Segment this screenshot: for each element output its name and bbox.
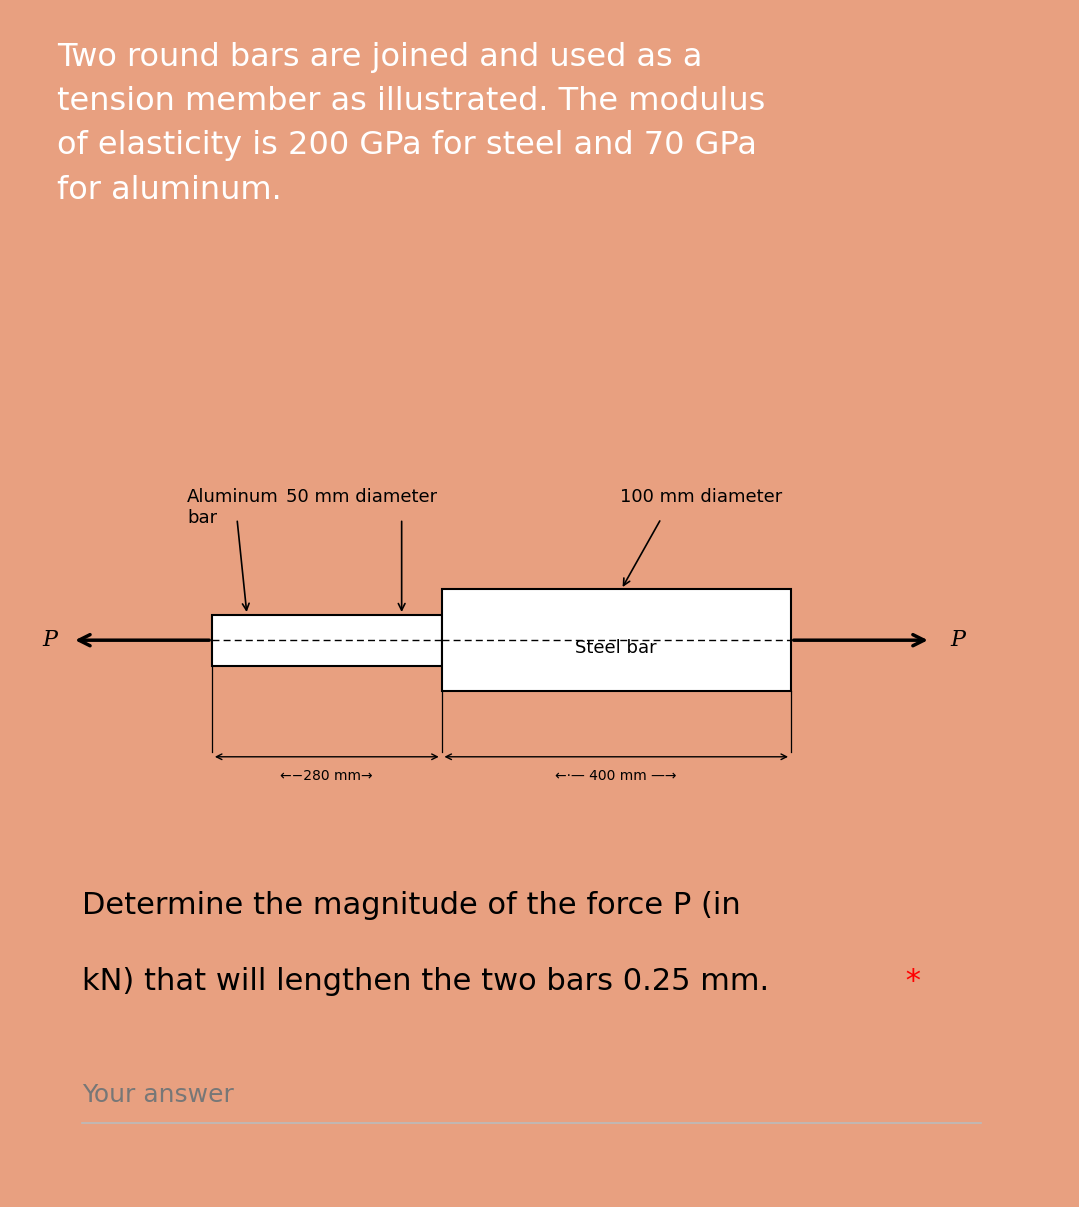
Text: Your answer: Your answer: [82, 1084, 234, 1107]
Text: 100 mm diameter: 100 mm diameter: [620, 488, 782, 506]
Text: Determine the magnitude of the force P (in: Determine the magnitude of the force P (…: [82, 891, 741, 920]
Bar: [441, 589, 791, 690]
Text: ←·— 400 mm —→: ←·— 400 mm —→: [556, 770, 677, 783]
Text: kN) that will lengthen the two bars 0.25 mm.: kN) that will lengthen the two bars 0.25…: [82, 967, 769, 996]
Text: Two round bars are joined and used as a
tension member as illustrated. The modul: Two round bars are joined and used as a …: [57, 42, 765, 205]
Text: Steel bar: Steel bar: [575, 639, 657, 657]
Text: ←−280 mm→: ←−280 mm→: [281, 770, 373, 783]
Text: 50 mm diameter: 50 mm diameter: [286, 488, 437, 506]
Bar: [213, 614, 441, 665]
Text: *: *: [896, 967, 920, 996]
Text: P: P: [951, 629, 966, 652]
Text: P: P: [42, 629, 57, 652]
Text: Aluminum
bar: Aluminum bar: [187, 488, 278, 527]
